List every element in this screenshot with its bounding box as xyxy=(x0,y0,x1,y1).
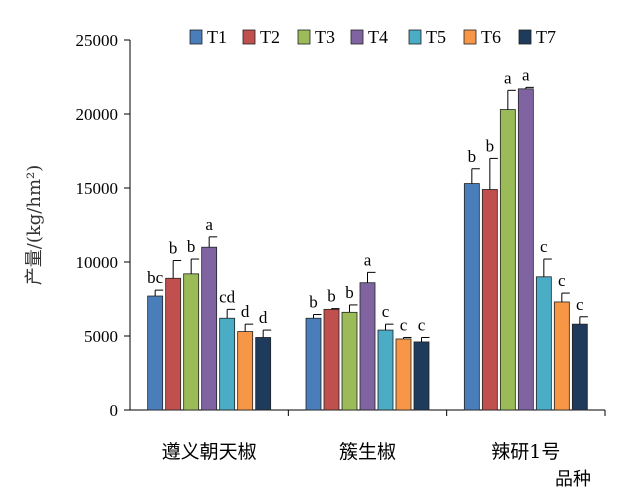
legend-label: T2 xyxy=(260,27,280,47)
bar xyxy=(147,295,164,411)
bar xyxy=(553,301,570,411)
bar xyxy=(395,338,412,411)
y-tick-label: 5000 xyxy=(84,327,118,346)
significance-label: bc xyxy=(147,268,164,287)
legend-swatch xyxy=(408,29,422,45)
significance-label: a xyxy=(364,250,372,269)
y-tick-label: 10000 xyxy=(76,253,119,272)
bar xyxy=(183,273,200,411)
bar xyxy=(359,282,376,411)
bar xyxy=(237,331,254,411)
bar xyxy=(377,329,394,411)
bar xyxy=(481,189,498,411)
significance-label: c xyxy=(418,315,426,334)
bar xyxy=(571,323,588,411)
legend-swatch xyxy=(297,29,311,45)
legend-swatch xyxy=(518,29,532,45)
significance-label: b xyxy=(169,239,178,258)
bar xyxy=(305,317,322,411)
bar xyxy=(535,276,552,411)
legend-swatch xyxy=(463,29,477,45)
bar xyxy=(463,183,480,411)
x-tick-label: 簇生椒 xyxy=(339,441,396,463)
significance-label: a xyxy=(205,215,213,234)
y-tick-label: 15000 xyxy=(76,179,119,198)
significance-label: c xyxy=(400,315,408,334)
bar xyxy=(499,109,516,411)
y-tick-label: 20000 xyxy=(76,105,119,124)
significance-label: b xyxy=(327,287,336,306)
bar xyxy=(341,311,358,411)
axes: 0 5000 10000 15000 20000 25000 遵义朝天椒 簇生椒 辣研1号 xyxy=(76,31,606,463)
significance-label: cd xyxy=(219,287,236,306)
legend-label: T1 xyxy=(207,27,227,47)
bar xyxy=(165,277,182,411)
significance-label: c xyxy=(382,302,390,321)
significance-label: c xyxy=(576,295,584,314)
significance-label: a xyxy=(504,68,512,87)
significance-label: b xyxy=(309,293,318,312)
significance-label: b xyxy=(345,283,354,302)
bar xyxy=(323,308,340,411)
legend-label: T5 xyxy=(426,27,446,47)
x-axis-label: 品种 xyxy=(555,469,591,490)
legend-label: T7 xyxy=(536,27,556,47)
legend: T1 T2 T3 T4 T5 T6 T7 xyxy=(189,27,556,47)
legend-swatch xyxy=(189,29,203,45)
bar xyxy=(201,246,218,411)
bar xyxy=(517,88,534,411)
bar xyxy=(413,341,430,411)
significance-label: a xyxy=(522,65,530,84)
bar xyxy=(219,317,236,411)
x-tick-label: 辣研1号 xyxy=(491,441,560,463)
legend-swatch xyxy=(242,29,256,45)
legend-label: T3 xyxy=(315,27,335,47)
significance-label: b xyxy=(187,237,196,256)
significance-label: d xyxy=(241,302,250,321)
legend-swatch xyxy=(350,29,364,45)
bar xyxy=(255,337,272,411)
significance-label: c xyxy=(558,271,566,290)
significance-label: d xyxy=(259,308,268,327)
y-tick-label: 25000 xyxy=(76,31,119,50)
x-tick-label: 遵义朝天椒 xyxy=(162,441,257,463)
y-tick-label: 0 xyxy=(110,401,119,420)
significance-label: b xyxy=(468,147,477,166)
significance-label: b xyxy=(486,136,495,155)
legend-label: T4 xyxy=(368,27,388,47)
y-axis-label: 产量/(kg/hm²) xyxy=(24,165,45,285)
legend-label: T6 xyxy=(481,27,501,47)
significance-label: c xyxy=(540,237,548,256)
